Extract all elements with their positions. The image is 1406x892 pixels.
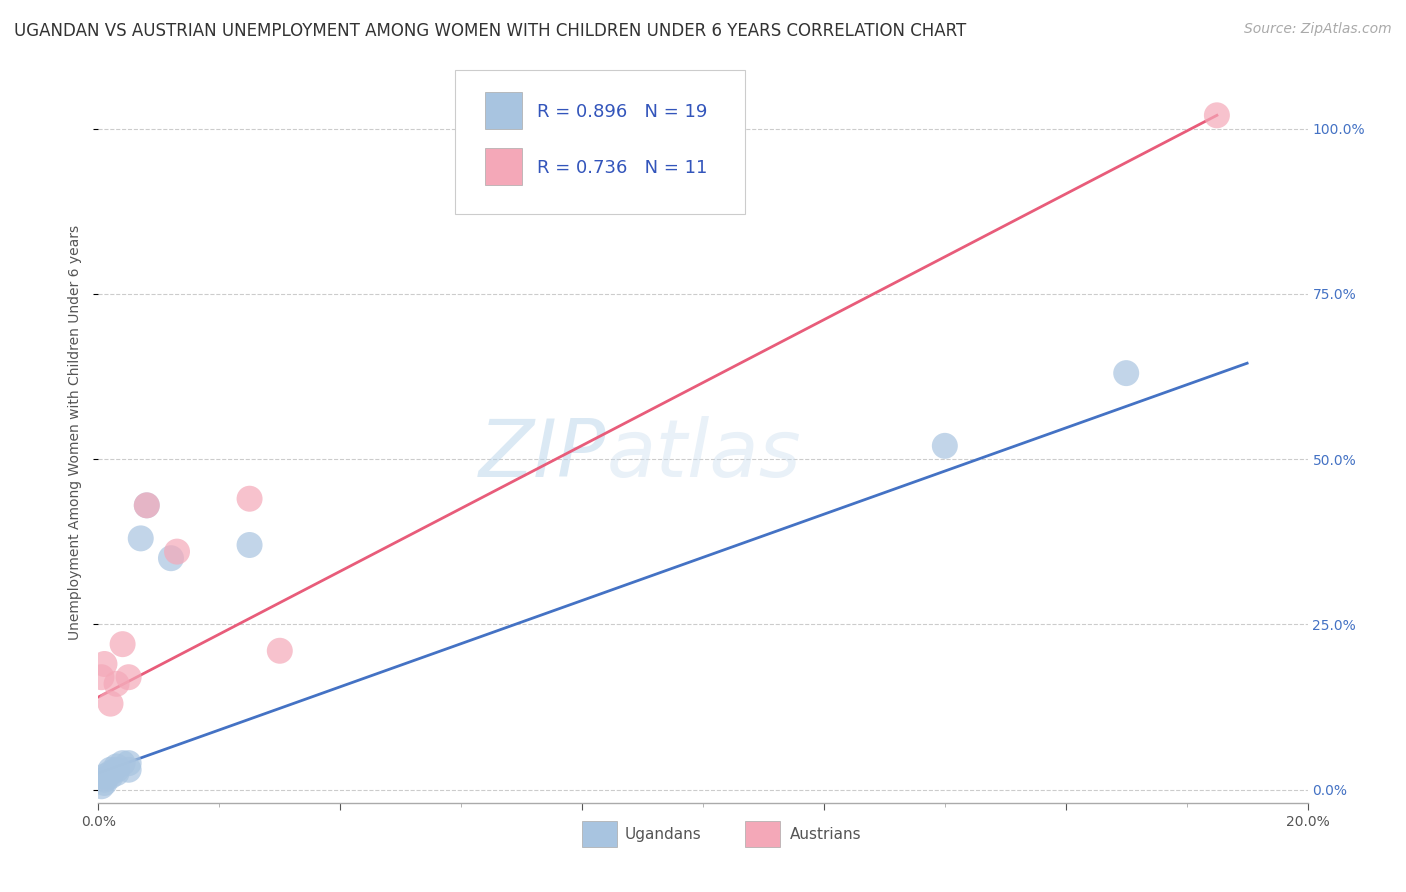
Point (100, 763, 122, 777)
Point (105, 677, 128, 691)
Point (1115, 366, 1137, 380)
Text: Ugandans: Ugandans (624, 827, 702, 842)
Point (100, 769, 122, 783)
Point (269, 644, 291, 658)
Point (135, 499, 157, 513)
Text: atlas: atlas (606, 416, 801, 494)
Point (239, 538, 262, 552)
Point (111, 637, 134, 651)
Point (105, 759, 128, 773)
Point (93, 772, 115, 787)
Point (118, 670, 141, 684)
Point (105, 763, 128, 777)
Y-axis label: Unemployment Among Women with Children Under 6 years: Unemployment Among Women with Children U… (69, 225, 83, 640)
Text: R = 0.896   N = 19: R = 0.896 N = 19 (537, 103, 707, 121)
Point (93, 776, 115, 790)
FancyBboxPatch shape (745, 822, 780, 847)
Point (105, 766, 128, 780)
Point (1206, 108, 1229, 122)
Point (100, 697, 122, 711)
FancyBboxPatch shape (485, 92, 522, 129)
Text: UGANDAN VS AUSTRIAN UNEMPLOYMENT AMONG WOMEN WITH CHILDREN UNDER 6 YEARS CORRELA: UGANDAN VS AUSTRIAN UNEMPLOYMENT AMONG W… (14, 22, 966, 40)
Point (118, 756, 141, 771)
Point (160, 551, 183, 566)
Point (129, 532, 152, 546)
Point (93, 769, 115, 783)
Text: Source: ZipAtlas.com: Source: ZipAtlas.com (1244, 22, 1392, 37)
Text: Austrians: Austrians (790, 827, 862, 842)
FancyBboxPatch shape (456, 70, 745, 214)
Point (111, 756, 134, 771)
Point (239, 491, 262, 506)
Point (90, 779, 112, 793)
Point (93, 657, 115, 671)
Point (934, 439, 956, 453)
Point (166, 544, 188, 558)
Text: ZIP: ZIP (479, 416, 606, 494)
Point (135, 499, 157, 513)
Point (90, 670, 112, 684)
FancyBboxPatch shape (582, 822, 617, 847)
FancyBboxPatch shape (485, 147, 522, 185)
Point (100, 766, 122, 780)
Point (118, 763, 141, 777)
Text: R = 0.736   N = 11: R = 0.736 N = 11 (537, 159, 707, 177)
